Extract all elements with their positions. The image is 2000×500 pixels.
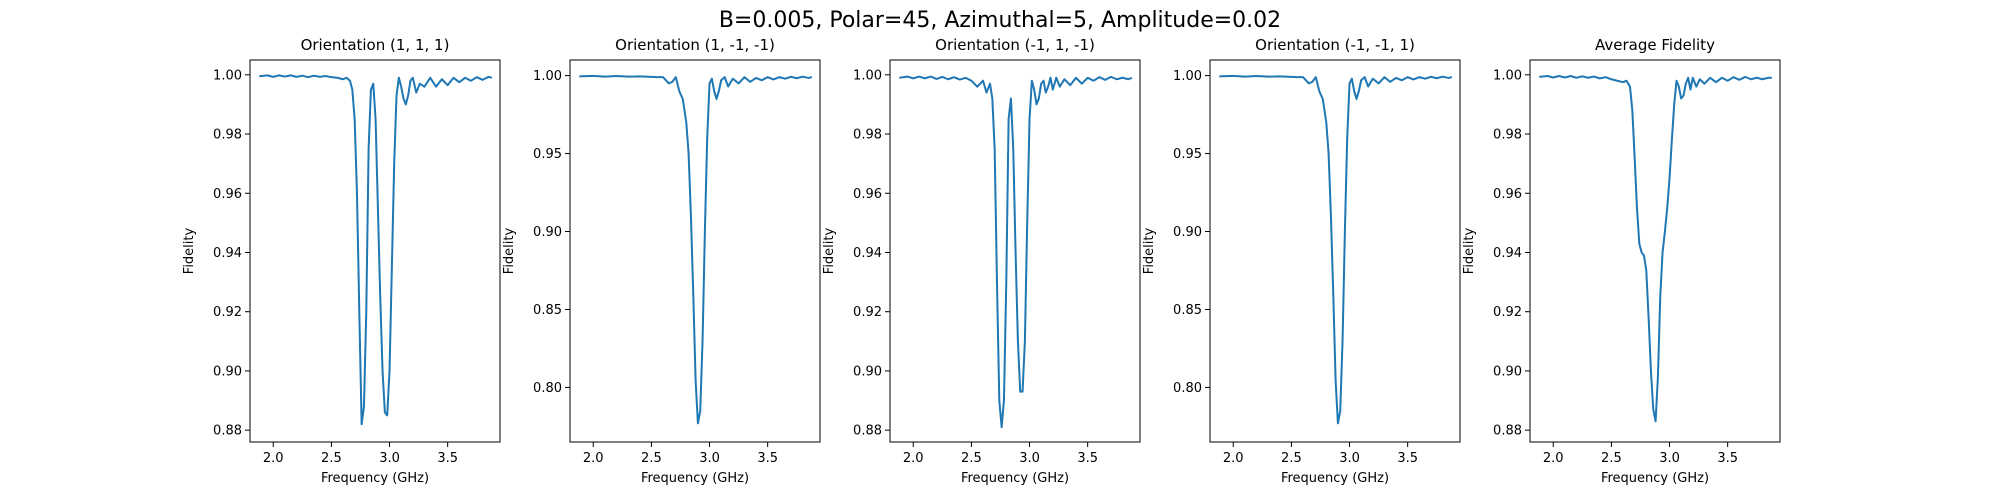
y-tick-label: 0.96 (853, 187, 882, 202)
y-tick-label: 1.00 (213, 68, 242, 83)
y-axis-label: Fidelity (822, 227, 837, 274)
x-tick-label: 2.0 (903, 451, 924, 466)
x-tick-label: 2.5 (1601, 451, 1622, 466)
x-tick-label: 2.0 (263, 451, 284, 466)
y-tick-label: 0.90 (213, 364, 242, 379)
subplot-3: Orientation (-1, 1, -1) 2.0 2.5 3.0 3.5 0.88 0… (822, 36, 1141, 486)
fidelity-series-line (259, 74, 493, 426)
y-tick-label: 0.92 (213, 305, 242, 320)
y-axis-label: Fidelity (182, 227, 197, 274)
y-tick-label: 0.85 (1173, 303, 1202, 318)
figure-suptitle: B=0.005, Polar=45, Azimuthal=5, Amplitud… (719, 8, 1281, 33)
y-tick-label: 0.96 (1493, 187, 1522, 202)
y-tick-label: 0.95 (533, 147, 562, 162)
subplot-grid: Orientation (1, 1, 1) 2.0 2.5 3.0 3.5 0.88 0.9… (182, 36, 1781, 486)
y-tick-label: 0.90 (1173, 225, 1202, 240)
subplot-5: Average Fidelity 2.0 2.5 3.0 3.5 0.88 0.90 0.92… (1462, 36, 1781, 486)
plot-frame (889, 59, 1141, 443)
plot-frame (1209, 59, 1461, 443)
y-axis-label: Fidelity (502, 227, 517, 274)
subplot-4: Orientation (-1, -1, 1) 2.0 2.5 3.0 3.5 0.80 0… (1142, 36, 1461, 486)
y-tick-label: 1.00 (853, 68, 882, 83)
x-axis-label: Frequency (GHz) (641, 471, 749, 486)
plot-frame (249, 59, 501, 443)
y-tick-label: 0.95 (1173, 147, 1202, 162)
y-tick-label: 0.90 (533, 225, 562, 240)
x-axis-label: Frequency (GHz) (961, 471, 1069, 486)
y-tick-label: 1.00 (1493, 68, 1522, 83)
y-tick-label: 0.88 (853, 424, 882, 439)
subplot-title: Orientation (-1, 1, -1) (935, 36, 1095, 54)
y-tick-label: 1.00 (1173, 69, 1202, 84)
x-tick-label: 2.5 (321, 451, 342, 466)
x-tick-label: 3.0 (1659, 451, 1680, 466)
x-tick-label: 3.5 (1717, 451, 1738, 466)
y-tick-label: 0.98 (853, 128, 882, 143)
y-tick-label: 0.85 (533, 303, 562, 318)
x-tick-label: 3.5 (757, 451, 778, 466)
x-axis-label: Frequency (GHz) (321, 471, 429, 486)
y-tick-label: 0.90 (853, 364, 882, 379)
subplot-title: Average Fidelity (1595, 36, 1715, 54)
y-tick-label: 0.92 (1493, 305, 1522, 320)
x-tick-label: 2.0 (583, 451, 604, 466)
y-tick-label: 0.96 (213, 187, 242, 202)
y-tick-label: 0.88 (213, 424, 242, 439)
x-tick-label: 3.5 (1397, 451, 1418, 466)
y-tick-label: 0.80 (533, 381, 562, 396)
plot-frame (569, 59, 821, 443)
subplot-title: Orientation (1, 1, 1) (301, 36, 450, 54)
subplot-title: Orientation (1, -1, -1) (615, 36, 775, 54)
x-tick-label: 3.0 (379, 451, 400, 466)
x-tick-label: 2.0 (1223, 451, 1244, 466)
y-tick-label: 0.98 (1493, 128, 1522, 143)
y-tick-label: 0.88 (1493, 424, 1522, 439)
fidelity-series-line (899, 75, 1133, 429)
x-tick-label: 2.5 (1281, 451, 1302, 466)
x-tick-label: 3.0 (1339, 451, 1360, 466)
y-tick-label: 0.94 (853, 246, 882, 261)
subplot-title: Orientation (-1, -1, 1) (1255, 36, 1415, 54)
x-tick-label: 3.0 (699, 451, 720, 466)
x-tick-label: 2.5 (641, 451, 662, 466)
plot-frame (1529, 59, 1781, 443)
y-tick-label: 0.90 (1493, 364, 1522, 379)
fidelity-series-line (1219, 74, 1453, 425)
y-tick-label: 0.98 (213, 128, 242, 143)
x-axis-label: Frequency (GHz) (1281, 471, 1389, 486)
fidelity-series-line (1539, 74, 1772, 423)
fidelity-series-line (579, 74, 813, 425)
x-tick-label: 3.5 (1077, 451, 1098, 466)
x-tick-label: 2.0 (1543, 451, 1564, 466)
x-tick-label: 3.0 (1019, 451, 1040, 466)
x-tick-label: 2.5 (961, 451, 982, 466)
y-tick-label: 0.92 (853, 305, 882, 320)
y-axis-label: Fidelity (1462, 227, 1477, 274)
y-tick-label: 1.00 (533, 69, 562, 84)
y-tick-label: 0.94 (1493, 246, 1522, 261)
y-tick-label: 0.80 (1173, 381, 1202, 396)
y-tick-label: 0.94 (213, 246, 242, 261)
subplot-2: Orientation (1, -1, -1) 2.0 2.5 3.0 3.5 0.80 0… (502, 36, 821, 486)
x-tick-label: 3.5 (437, 451, 458, 466)
x-axis-label: Frequency (GHz) (1601, 471, 1709, 486)
subplot-1: Orientation (1, 1, 1) 2.0 2.5 3.0 3.5 0.88 0.9… (182, 36, 501, 486)
y-axis-label: Fidelity (1142, 227, 1157, 274)
